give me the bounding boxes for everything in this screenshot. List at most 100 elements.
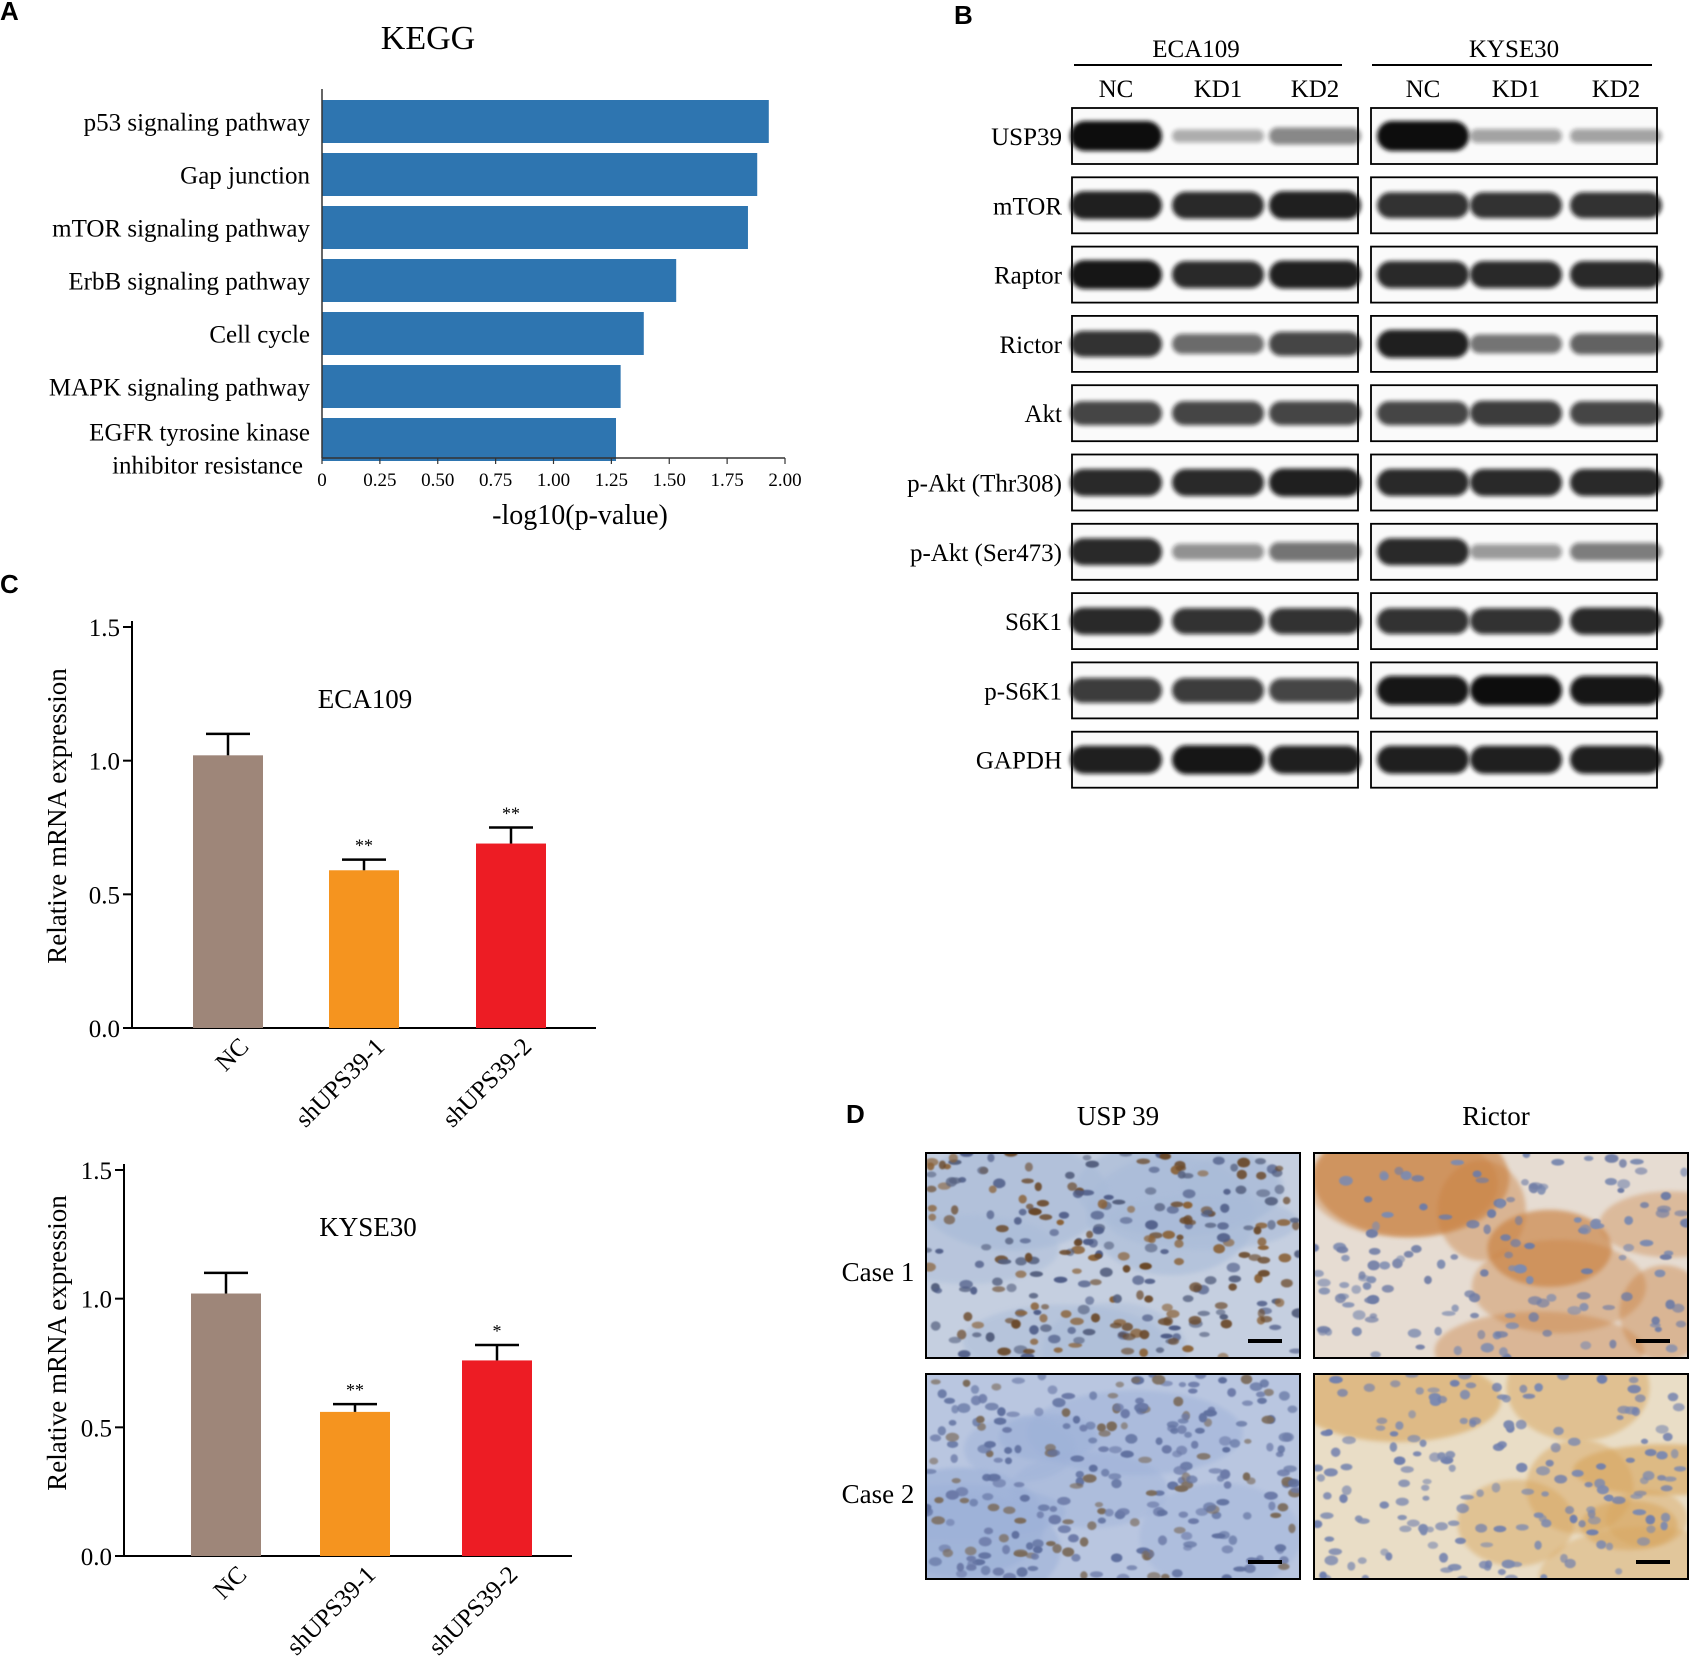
ihc-nucleus [956,1569,968,1578]
ihc-nucleus [1196,1453,1211,1460]
ihc-nucleus [1314,1269,1324,1277]
ihc-nucleus [1072,1268,1082,1274]
ihc-nucleus [926,1503,932,1511]
y-tick-label: 1.0 [89,749,120,776]
ihc-nucleus [938,1160,947,1170]
ihc-nucleus [1065,1171,1075,1180]
ihc-nucleus [950,1205,959,1215]
ihc-nucleus [1415,1344,1425,1350]
ihc-nucleus [1110,1553,1123,1563]
ihc-nucleus [1616,1415,1624,1421]
ihc-nucleus [1145,1220,1158,1230]
ihc-nucleus [1528,1182,1543,1190]
bar-nc [191,1293,261,1556]
lane-label: KD2 [1291,76,1340,103]
ihc-nucleus [1089,1391,1098,1401]
ihc-nucleus [1363,1196,1373,1203]
ihc-nucleus [1029,1271,1043,1277]
ihc-nucleus [1094,1501,1104,1508]
ihc-nucleus [1449,1379,1460,1387]
ihc-nucleus [1219,1469,1231,1480]
ihc-nucleus [1215,1309,1226,1316]
ihc-nucleus [993,1417,1007,1425]
ihc-nucleus [1278,1253,1292,1263]
ihc-nucleus [1072,1415,1081,1424]
ihc-nucleus [951,1477,961,1484]
ihc-nucleus [1261,1415,1275,1424]
ihc-nucleus [1178,1511,1189,1518]
ihc-nucleus [1634,1394,1646,1403]
ihc-nucleus [1438,1214,1453,1220]
blot-band [1570,333,1662,355]
ihc-nucleus [964,1546,977,1556]
ihc-nucleus [1025,1203,1034,1210]
ihc-nucleus [1289,1217,1300,1223]
ihc-nucleus [948,1336,962,1344]
ihc-nucleus [1573,1217,1582,1223]
ihc-nucleus [1459,1417,1468,1425]
ihc-nucleus [1062,1423,1071,1430]
blot-band [1070,538,1162,566]
ihc-nucleus [1018,1208,1027,1216]
ihc-nucleus [1422,1478,1432,1485]
blot-row-s6k1: S6K1 [1005,592,1662,650]
ihc-nucleus [1534,1540,1542,1550]
ihc-nucleus [967,1559,977,1568]
ihc-nucleus [1595,1463,1607,1470]
kegg-category-label: inhibitor resistance [112,453,303,480]
ihc-nucleus [1156,1509,1168,1516]
ihc-nucleus [1336,1246,1349,1254]
ihc-nucleus [1624,1215,1634,1225]
ihc-nucleus [1253,1226,1262,1235]
ihc-nucleus [926,1185,937,1193]
ihc-nucleus [1422,1495,1430,1501]
ihc-nucleus [943,1215,956,1225]
ihc-nucleus [957,1403,971,1414]
ihc-nucleus [1545,1459,1554,1467]
ihc-nucleus [1361,1574,1370,1579]
ihc-nucleus [1393,1456,1406,1466]
ihc-nucleus [1289,1348,1300,1354]
ihc-nucleus [962,1379,971,1387]
ihc-tissue-region [1506,1374,1650,1442]
ihc-nucleus [1104,1508,1114,1517]
ihc-nucleus [970,1395,982,1406]
ihc-nucleus [1174,1239,1184,1248]
ihc-nucleus [1070,1455,1085,1462]
blot-band [1377,469,1469,496]
ihc-nucleus [1194,1427,1205,1434]
y-tick-label: 0.0 [89,1016,120,1043]
ihc-nucleus [1480,1542,1494,1548]
ihc-nucleus [1567,1437,1581,1447]
ihc-nucleus [1259,1379,1269,1388]
ihc-nucleus [1229,1439,1241,1448]
ihc-nucleus [1173,1396,1184,1407]
ihc-nucleus [1219,1436,1232,1446]
ihc-nucleus [1121,1322,1133,1332]
ihc-nucleus [1274,1544,1287,1552]
ihc-nucleus [1033,1309,1042,1315]
ihc-nucleus [1138,1456,1152,1464]
ihc-nucleus [1004,1447,1013,1454]
kegg-bar [322,206,748,249]
ihc-nucleus [1541,1491,1549,1497]
ihc-nucleus [1061,1408,1071,1417]
ihc-nucleus [1634,1167,1648,1175]
ihc-nucleus [1249,1382,1263,1391]
panel-letter-b: B [954,0,973,30]
kegg-category-label: EGFR tyrosine kinase [89,420,310,447]
ihc-nucleus [1148,1235,1156,1244]
ihc-nucleus [1122,1333,1136,1341]
ihc-nucleus [1672,1303,1685,1313]
ihc-nucleus [1173,1465,1188,1476]
ihc-nucleus [1182,1201,1193,1209]
ihc-nucleus [1403,1250,1414,1258]
protein-label: Akt [1025,401,1063,428]
ihc-nucleus [1288,1523,1296,1534]
ihc-nucleus [1230,1163,1239,1172]
ihc-nucleus [1188,1315,1202,1325]
ihc-nucleus [1425,1526,1435,1533]
ihc-nucleus [1034,1182,1042,1192]
ihc-nucleus [926,1247,932,1253]
ihc-nucleus [1097,1199,1108,1209]
